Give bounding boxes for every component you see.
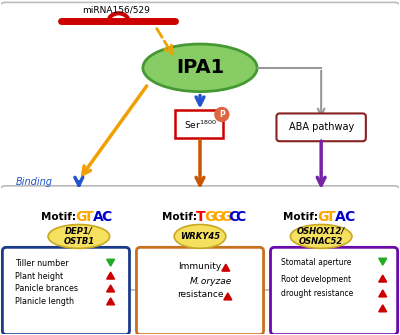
Polygon shape: [107, 285, 114, 292]
Text: drought resistance: drought resistance: [282, 289, 354, 298]
Text: Immunity: Immunity: [178, 262, 222, 271]
Circle shape: [215, 108, 229, 121]
Text: G: G: [220, 210, 231, 223]
Text: WRKY45: WRKY45: [180, 232, 220, 241]
Text: C: C: [228, 210, 238, 223]
Text: miRNA156/529: miRNA156/529: [82, 6, 150, 15]
Text: C: C: [102, 210, 112, 223]
Text: T: T: [196, 210, 206, 223]
Polygon shape: [379, 305, 387, 312]
Text: A: A: [335, 210, 346, 223]
Polygon shape: [379, 275, 387, 282]
Text: C: C: [344, 210, 354, 223]
Text: Root development: Root development: [282, 275, 352, 283]
Text: IPA1: IPA1: [176, 58, 224, 77]
Polygon shape: [222, 264, 230, 271]
Ellipse shape: [290, 224, 352, 248]
Text: Plant height: Plant height: [15, 272, 64, 281]
Text: Planicle length: Planicle length: [15, 297, 74, 307]
Ellipse shape: [143, 44, 257, 92]
Polygon shape: [379, 258, 387, 265]
Text: OSHOX12/
OSNAC52: OSHOX12/ OSNAC52: [297, 227, 345, 246]
Polygon shape: [379, 290, 387, 297]
Text: DEP1/
OSTB1: DEP1/ OSTB1: [63, 227, 94, 246]
Text: G: G: [212, 210, 223, 223]
Text: Motif:: Motif:: [162, 212, 197, 221]
Text: Motif:: Motif:: [284, 212, 318, 221]
Text: C: C: [236, 210, 246, 223]
Polygon shape: [107, 272, 114, 279]
Text: A: A: [93, 210, 104, 223]
Polygon shape: [224, 293, 232, 300]
Text: Ser$^{1800}$: Ser$^{1800}$: [184, 118, 217, 131]
Text: G: G: [75, 210, 86, 223]
Text: T: T: [84, 210, 94, 223]
FancyBboxPatch shape: [136, 247, 264, 335]
Text: Binding: Binding: [15, 177, 52, 187]
FancyBboxPatch shape: [0, 186, 400, 290]
FancyBboxPatch shape: [270, 247, 398, 335]
Text: M.: M.: [190, 277, 201, 285]
Ellipse shape: [48, 224, 110, 248]
Text: P: P: [219, 110, 225, 119]
Polygon shape: [155, 284, 245, 316]
Text: Motif:: Motif:: [41, 212, 76, 221]
Polygon shape: [107, 298, 114, 305]
Polygon shape: [107, 259, 114, 266]
Text: ABA pathway: ABA pathway: [288, 122, 354, 132]
Text: oryzae: oryzae: [198, 277, 231, 285]
Text: Panicle brances: Panicle brances: [15, 284, 78, 293]
FancyBboxPatch shape: [2, 247, 130, 335]
Text: Tiller number: Tiller number: [15, 259, 69, 268]
Text: T: T: [326, 210, 336, 223]
FancyBboxPatch shape: [276, 114, 366, 141]
Text: resistance: resistance: [177, 290, 223, 299]
FancyBboxPatch shape: [175, 111, 223, 138]
Ellipse shape: [174, 224, 226, 248]
Text: Stomatal aperture: Stomatal aperture: [282, 258, 352, 267]
Text: G: G: [204, 210, 215, 223]
FancyBboxPatch shape: [0, 2, 400, 201]
Text: G: G: [317, 210, 328, 223]
